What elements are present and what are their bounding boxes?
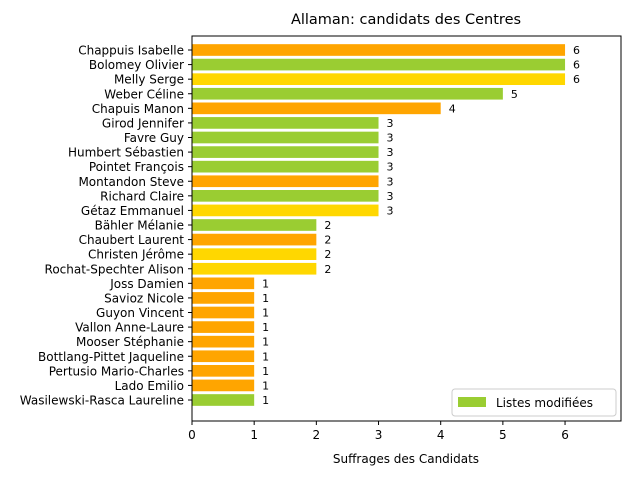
y-tick-label: Bottlang-Pittet Jaqueline	[38, 350, 184, 364]
bar-value-label: 1	[262, 307, 269, 320]
y-tick-label: Chaubert Laurent	[79, 233, 185, 247]
chart-title: Allaman: candidats des Centres	[291, 12, 521, 28]
bar	[192, 219, 317, 231]
y-tick-label: Rochat-Spechter Alison	[45, 262, 184, 276]
bar-value-label: 1	[262, 321, 269, 334]
y-tick-label: Savioz Nicole	[104, 291, 184, 305]
x-axis-ticks: 0 1 2 3 4 5 6	[188, 421, 569, 442]
y-tick-label: Girod Jennifer	[102, 116, 184, 130]
bar-value-label: 1	[262, 394, 269, 407]
bar-value-label: 3	[387, 161, 394, 174]
legend: Listes modifiées	[451, 388, 617, 417]
bar-value-label: 1	[262, 350, 269, 363]
x-tick-label: 6	[561, 428, 569, 442]
bar-value-label: 1	[262, 277, 269, 290]
bar-value-label: 5	[511, 88, 518, 101]
y-tick-label: Melly Serge	[114, 73, 184, 87]
bar	[192, 131, 379, 144]
x-axis-label: Suffrages des Candidats	[333, 452, 479, 466]
y-tick-label: Guyon Vincent	[96, 306, 184, 320]
y-tick-label: Lado Emilio	[115, 379, 184, 393]
bar	[192, 262, 317, 275]
bar-value-label: 2	[324, 219, 331, 232]
y-tick-label: Humbert Sébastien	[68, 146, 184, 160]
bar	[192, 306, 255, 319]
bars-layer	[192, 44, 566, 406]
y-tick-label: Chappuis Isabelle	[78, 44, 184, 58]
y-tick-label: Joss Damien	[109, 277, 184, 291]
bar-value-label: 1	[262, 336, 269, 349]
bar	[192, 379, 255, 392]
bar	[192, 87, 503, 100]
bar	[192, 73, 566, 85]
bar	[192, 335, 255, 348]
bar-value-label: 1	[262, 292, 269, 305]
x-tick-label: 2	[313, 428, 321, 442]
y-tick-label: Bolomey Olivier	[89, 58, 184, 72]
bar-value-label: 2	[324, 234, 331, 247]
x-tick-label: 0	[188, 428, 196, 442]
bar	[192, 190, 379, 202]
bar	[192, 365, 255, 377]
legend-label: Listes modifiées	[496, 396, 593, 410]
y-tick-label: Weber Céline	[104, 87, 184, 101]
bar	[192, 117, 379, 129]
bar	[192, 233, 317, 246]
bar-value-label: 3	[387, 132, 394, 145]
y-tick-label: Bähler Mélanie	[95, 219, 184, 233]
bar	[192, 248, 317, 260]
bar	[192, 175, 379, 188]
bar-value-label: 6	[573, 44, 580, 57]
x-tick-label: 1	[250, 428, 258, 442]
bar	[192, 394, 255, 406]
y-tick-label: Gétaz Emmanuel	[81, 204, 184, 218]
bar-value-label: 3	[387, 117, 394, 130]
y-tick-label: Mooser Stéphanie	[76, 335, 184, 349]
bar	[192, 350, 255, 363]
legend-swatch	[458, 397, 486, 407]
bar-value-label: 6	[573, 73, 580, 86]
bar-value-label: 1	[262, 365, 269, 378]
bar-value-label: 3	[387, 146, 394, 159]
bar	[192, 160, 379, 173]
y-tick-label: Vallon Anne-Laure	[75, 321, 184, 335]
bar	[192, 146, 379, 158]
bar-value-label: 3	[387, 190, 394, 203]
bar	[192, 204, 379, 217]
bar-value-label: 3	[387, 175, 394, 188]
bar-value-label: 2	[324, 263, 331, 276]
bar	[192, 58, 566, 71]
bar	[192, 102, 441, 115]
x-tick-label: 4	[437, 428, 445, 442]
x-tick-label: 5	[499, 428, 507, 442]
bar-value-label: 3	[387, 204, 394, 217]
bar	[192, 321, 255, 333]
y-tick-label: Favre Guy	[124, 131, 184, 145]
y-tick-label: Montandon Steve	[78, 175, 184, 189]
y-tick-label: Richard Claire	[100, 189, 184, 203]
bar-value-label: 2	[324, 248, 331, 261]
bar	[192, 277, 255, 290]
bar-value-label: 1	[262, 379, 269, 392]
y-tick-label: Chapuis Manon	[92, 102, 184, 116]
legend-box	[451, 388, 617, 417]
bar	[192, 292, 255, 304]
bar-value-label: 6	[573, 59, 580, 72]
y-tick-label: Pertusio Mario-Charles	[49, 364, 184, 378]
y-tick-label: Pointet François	[89, 160, 184, 174]
x-tick-label: 3	[375, 428, 383, 442]
y-tick-label: Christen Jérôme	[88, 248, 184, 262]
y-tick-label: Wasilewski-Rasca Laureline	[20, 394, 184, 408]
bar	[192, 44, 566, 56]
plot-frame	[191, 35, 622, 422]
bar-value-label: 4	[449, 102, 456, 115]
